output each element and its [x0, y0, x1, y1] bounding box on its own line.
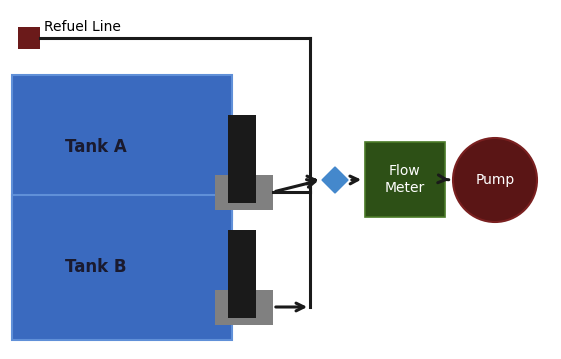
Bar [215, 175, 273, 210]
Text: Tank A: Tank A [65, 139, 126, 157]
Text: Refuel Line: Refuel Line [44, 20, 121, 34]
Bar [12, 75, 232, 220]
Text: Tank B: Tank B [65, 258, 126, 276]
Bar [228, 115, 256, 203]
Bar [215, 290, 273, 325]
Bar [18, 27, 40, 49]
Text: Flow
Meter: Flow Meter [385, 164, 425, 195]
Bar [365, 142, 445, 217]
Bar [12, 195, 232, 340]
Circle shape [453, 138, 537, 222]
Text: Pump: Pump [475, 173, 514, 187]
Polygon shape [322, 167, 348, 193]
Bar [228, 230, 256, 318]
